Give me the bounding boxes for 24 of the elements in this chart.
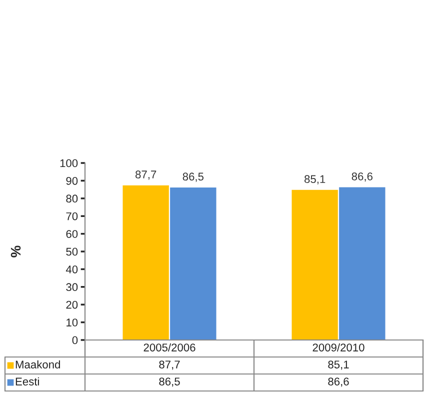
data-label: 87,7 [159, 360, 180, 370]
y-tick-label: 20 [66, 300, 78, 309]
text: 86,5 [182, 172, 204, 182]
data-label: 86,6 [328, 378, 349, 387]
text: 87,7 [136, 170, 156, 180]
y-tick-label: 50 [66, 248, 78, 256]
x-tick-label: 2009/2010 [312, 343, 364, 352]
y-tick-label: 80 [66, 194, 78, 203]
y-tick-label: 90 [66, 176, 78, 185]
y-tick-label: 10 [66, 318, 78, 326]
y-tick-label: 0 [72, 336, 78, 344]
y-tick-label: 60 [66, 230, 78, 238]
y-tick-label: 70 [66, 212, 78, 220]
y-tick-label: 40 [66, 265, 78, 274]
y-axis-title: % [10, 246, 21, 258]
legend-label: Maakond [16, 360, 60, 368]
text: 85,1 [304, 175, 326, 184]
x-tick-label: 2005/2006 [144, 343, 196, 352]
y-tick-label: 100 [60, 159, 78, 168]
text: 86,6 [352, 172, 372, 182]
y-tick-label: 30 [66, 283, 78, 292]
legend-label: Eesti [16, 377, 39, 386]
data-label: 86,5 [159, 378, 180, 387]
data-label: 85,1 [328, 360, 349, 370]
